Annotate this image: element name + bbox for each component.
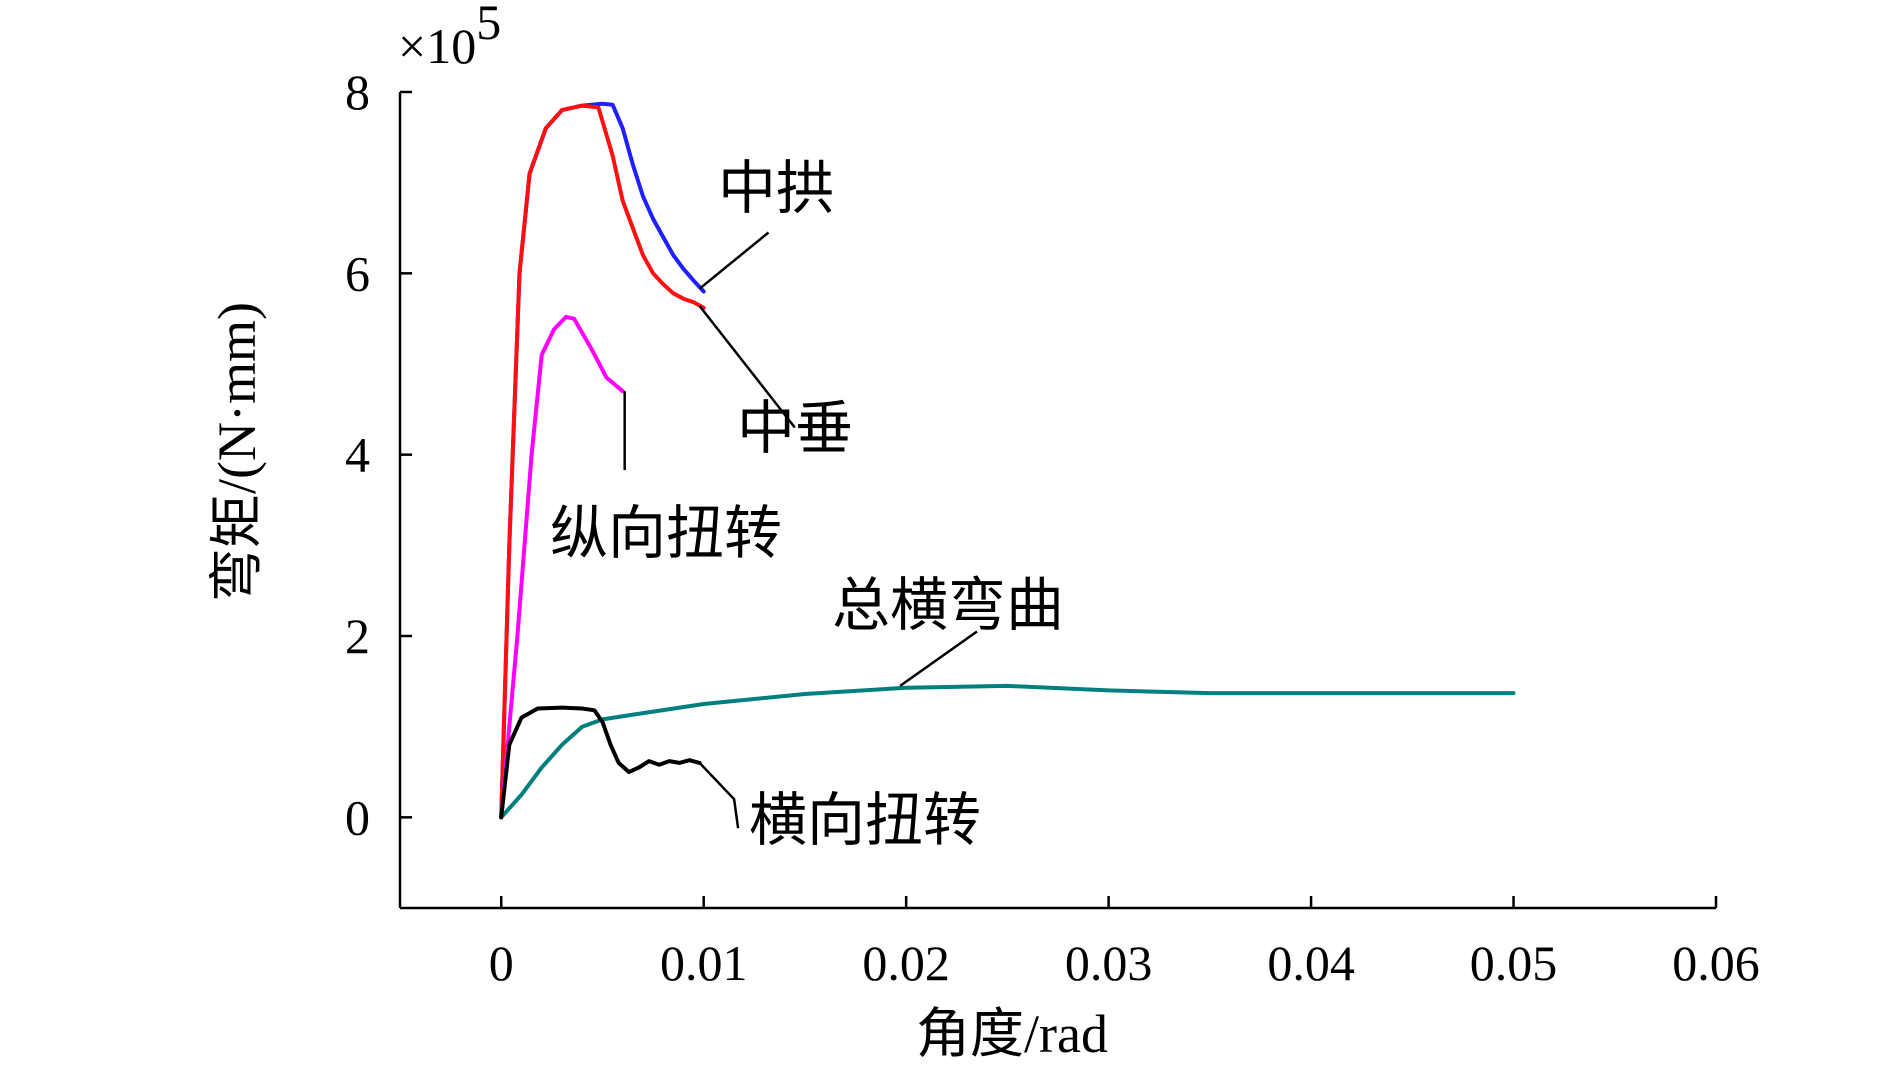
annotation-label-2: 中垂 (737, 396, 853, 461)
annotation-leader-5 (698, 762, 740, 829)
annotation-label-4: 总横弯曲 (832, 573, 1064, 638)
annotation-label-3: 纵向扭转 (550, 501, 782, 566)
y-multiplier-exponent: 5 (476, 0, 501, 50)
annotation-leader-1 (698, 231, 770, 290)
y-tick-label: 6 (345, 245, 370, 301)
annotation-label-5: 横向扭转 (749, 788, 981, 853)
y-tick-label: 2 (345, 608, 370, 664)
annotation-leader-4 (899, 630, 978, 687)
x-tick-label: 0.03 (1065, 935, 1153, 991)
x-tick-label: 0.04 (1267, 935, 1355, 991)
x-tick-label: 0.02 (862, 935, 950, 991)
series-line-3 (499, 314, 625, 820)
ticks: 0 0.01 0.02 0.03 0.04 0.05 0.06 0 2 4 6 8 (345, 64, 1760, 991)
series-lines (499, 101, 1516, 820)
y-axis-label: 弯矩/(N·mm) (207, 302, 267, 602)
x-tick-label: 0 (489, 935, 514, 991)
axes (398, 92, 1716, 910)
x-tick-label: 0.05 (1470, 935, 1558, 991)
series-line-4 (499, 683, 1516, 820)
y-multiplier-label: ×105 (398, 0, 501, 74)
y-multiplier-base: ×10 (398, 18, 476, 74)
annotation-label-1: 中拱 (718, 156, 834, 221)
series-line-5 (499, 705, 702, 820)
y-tick-label: 0 (345, 789, 370, 845)
y-tick-label: 4 (345, 427, 370, 483)
series-line-2 (499, 103, 706, 820)
annotation-leader-2 (698, 305, 796, 429)
x-tick-label: 0.06 (1672, 935, 1760, 991)
y-tick-label: 8 (345, 64, 370, 120)
x-axis-label: 角度/rad (916, 1004, 1108, 1064)
x-tick-label: 0.01 (660, 935, 748, 991)
